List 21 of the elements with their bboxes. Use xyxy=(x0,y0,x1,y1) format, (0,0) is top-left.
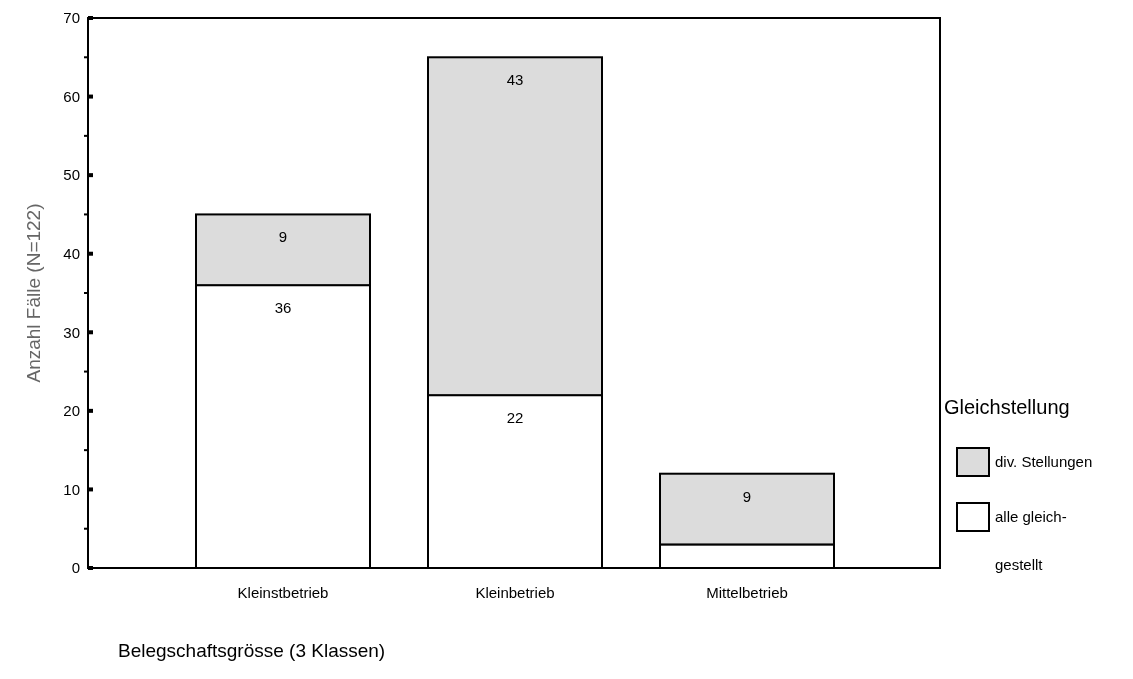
y-tick-label: 70 xyxy=(63,9,80,27)
y-tick-label: 60 xyxy=(63,87,80,105)
legend-title: Gleichstellung xyxy=(944,396,1070,418)
y-tick-label: 0 xyxy=(71,559,80,577)
y-tick-label: 50 xyxy=(63,166,80,184)
data-label: 36 xyxy=(274,299,292,317)
text: alle gleich-gestellt xyxy=(995,508,1067,574)
y-tick-label: 30 xyxy=(63,323,80,341)
data-label: 22 xyxy=(506,409,524,427)
data-label: 43 xyxy=(506,71,524,89)
y-tick-label: 20 xyxy=(63,402,80,420)
x-tick-label: Mittelbetrieb xyxy=(706,584,788,601)
y-tick-label: 40 xyxy=(63,244,80,262)
data-label: 9 xyxy=(742,487,752,505)
data-label: 9 xyxy=(278,228,288,246)
x-tick-label: Kleinbetrieb xyxy=(475,584,555,601)
y-tick-label: 10 xyxy=(63,480,80,498)
y-axis-title: Anzahl Fälle (N=122) xyxy=(23,203,44,383)
legend-label: div. Stellungen xyxy=(995,453,1093,471)
x-axis-title: Belegschaftsgrösse (3 Klassen) xyxy=(118,640,386,661)
x-tick-label: Kleinstbetrieb xyxy=(237,584,329,601)
